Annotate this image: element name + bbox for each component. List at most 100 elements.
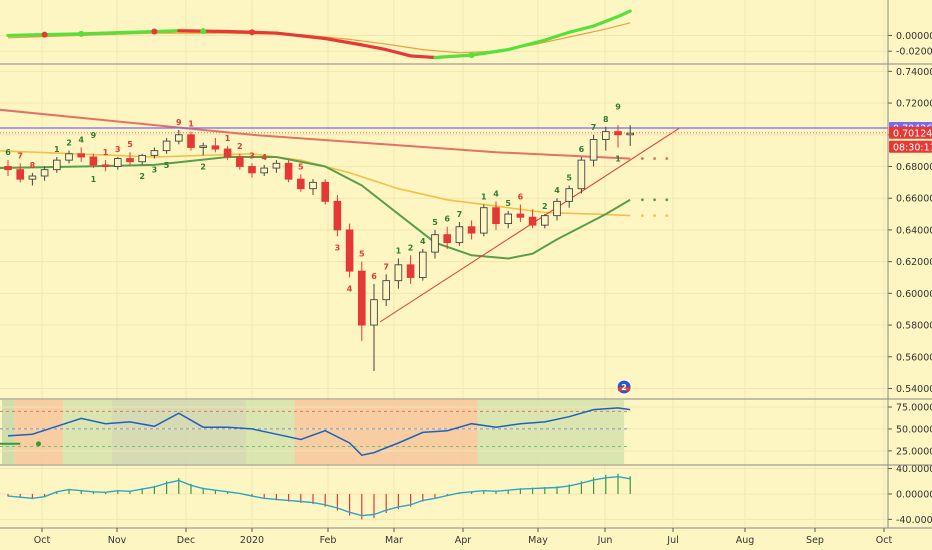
candle-body: [40, 169, 49, 177]
oscillator-main-segment: [79, 30, 132, 36]
sequential-count-label: 4: [347, 284, 353, 293]
sequential-count-label: 8: [603, 115, 609, 124]
sequential-count-label: 7: [591, 123, 597, 132]
candle-body: [467, 226, 476, 234]
moving-average-line: [0, 108, 631, 160]
y-tick-label: 0.60000: [896, 289, 932, 300]
oscillator-cross-marker: [249, 29, 255, 36]
candle-body: [357, 270, 366, 326]
oscillator-main-segment: [433, 53, 474, 60]
oscillator-main-segment: [384, 48, 413, 58]
sequential-count-label: 6: [371, 272, 377, 281]
oscillator-cross-marker: [151, 28, 158, 35]
sequential-count-label: 4: [420, 237, 426, 246]
moving-average-projection-dot: [653, 198, 656, 202]
candle-body: [223, 148, 232, 158]
sequential-count-label: 5: [566, 174, 572, 183]
oscillator-main-segment: [323, 36, 364, 47]
candle-body: [601, 131, 610, 140]
x-tick-label: Mar: [385, 535, 403, 546]
sequential-count-label: 1: [615, 154, 621, 163]
sequential-count-label: 9: [176, 118, 182, 127]
x-tick-label: Feb: [320, 535, 337, 546]
candle-body: [589, 139, 598, 161]
sequential-count-label: 7: [17, 151, 23, 160]
moving-average-projection-dot: [665, 157, 669, 160]
candle-body: [162, 140, 171, 152]
x-tick-label: Aug: [736, 535, 755, 546]
moving-average-projection-dot: [653, 214, 656, 218]
candle-body: [4, 166, 12, 171]
candle-body: [309, 181, 317, 190]
sequential-count-label: 7: [383, 262, 389, 271]
oscillator-cross-marker: [200, 28, 207, 35]
y-tick-label: 0.74000: [896, 67, 932, 78]
candle-body: [284, 162, 293, 180]
candle-body: [321, 181, 330, 202]
candle-body: [260, 167, 269, 174]
sequential-count-label: 5: [359, 250, 365, 259]
oscillator-signal-line: [7, 22, 631, 54]
x-tick-label: Apr: [455, 535, 472, 546]
candle-body: [577, 159, 586, 190]
sequential-count-label: 8: [30, 161, 36, 170]
candle-body: [492, 207, 500, 225]
x-tick-label: Jul: [666, 535, 678, 546]
sequential-count-label: 4: [78, 135, 84, 144]
moving-average-projection-dot: [641, 198, 644, 202]
rsi-background-band: [294, 400, 478, 464]
price-axis-label-box: [889, 140, 932, 153]
oscillator-main-segment: [409, 54, 437, 60]
candle-body: [540, 215, 549, 226]
y-tick-label: 0.56000: [896, 352, 932, 363]
candle-body: [418, 251, 427, 278]
rsi-background-band: [477, 400, 625, 464]
moving-average-projection-dot: [665, 198, 669, 202]
candle-body: [28, 175, 37, 180]
candle-body: [150, 150, 159, 156]
x-tick-label: Sep: [806, 535, 824, 546]
y-tick-label: 0.00000: [896, 489, 932, 500]
y-tick-label: 0.54000: [896, 384, 932, 395]
sequential-count-label: 6: [444, 215, 450, 224]
chart-panes: 0.00000-0.020000.740000.720000.700000.68…: [0, 0, 932, 529]
sequential-count-label: 9: [91, 131, 97, 140]
sequential-count-label: 3: [249, 151, 255, 160]
time-axis: Oct Nov Dec 2020 Feb Mar Apr May Jun Jul Aug Sep Oct: [34, 528, 892, 546]
x-tick-label: Oct: [34, 535, 51, 546]
oscillator-main-segment: [360, 43, 388, 52]
y-tick-label: 0.62000: [896, 257, 932, 268]
sequential-count-label: 4: [493, 189, 499, 198]
sequential-count-label: 1: [481, 193, 487, 202]
oscillator-main-segment: [6, 33, 47, 38]
candle-body: [248, 166, 256, 174]
candle-body: [113, 158, 122, 167]
sequential-count-label: 1: [103, 148, 109, 157]
sequential-count-label: 4: [261, 153, 267, 162]
candle-body: [479, 207, 488, 234]
sequential-count-label: 5: [127, 140, 133, 149]
moving-average-projection-dot: [653, 157, 656, 160]
sequential-count-label: 3: [152, 166, 158, 175]
sequential-count-label: 3: [335, 243, 341, 252]
sequential-count-label: 2: [408, 243, 414, 252]
sequential-count-label: 2: [66, 139, 72, 148]
candle-body: [614, 131, 622, 136]
candle-body: [528, 216, 537, 226]
candle-body: [101, 164, 110, 167]
candle-body: [187, 134, 195, 148]
candle-body: [89, 156, 98, 166]
sequential-count-label: 1: [396, 246, 402, 255]
candle-body: [553, 200, 561, 217]
oscillator-cross-marker: [78, 30, 85, 37]
moving-average-projection-dot: [641, 214, 644, 218]
sequential-count-label: 6: [5, 148, 11, 157]
rsi-background-band: [1, 400, 15, 464]
candle-body: [211, 145, 220, 150]
sequential-count-label: 9: [615, 102, 621, 111]
candle-body: [333, 200, 342, 231]
rsi-line: [7, 407, 631, 457]
rsi-background-band: [111, 400, 246, 464]
